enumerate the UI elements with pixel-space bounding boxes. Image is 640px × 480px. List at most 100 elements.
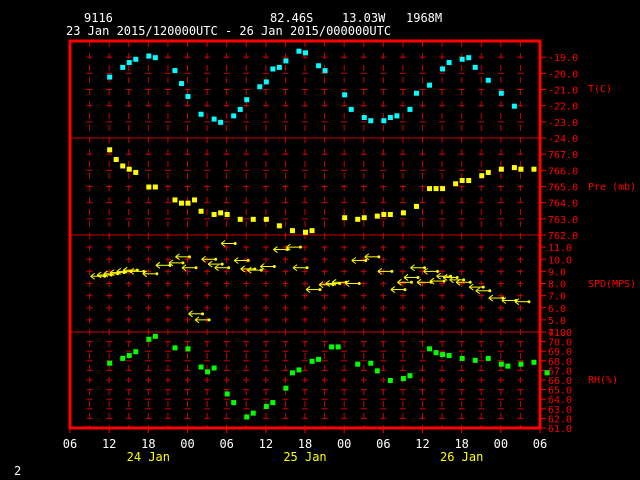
pressure-point (218, 210, 224, 216)
wind-barb-marker (475, 287, 492, 295)
humidity-ytick-label: 70.0 (548, 338, 572, 349)
page-number: 2 (14, 464, 22, 478)
humidity-point (296, 367, 302, 373)
pressure-point (374, 213, 380, 219)
x-tick-label: 12 (259, 437, 273, 451)
y-axis-ticks: -19.0 -20.0 -21.0 -22.0 -23.0 -24.0 T(C) 767.0 7… (540, 53, 636, 435)
wind-ytick-label: 10.0 (548, 255, 572, 266)
pressure-point (250, 216, 256, 222)
temperature-point (257, 84, 263, 90)
pressure-point (289, 228, 295, 234)
temperature-point (283, 58, 289, 64)
temperature-point (407, 106, 413, 112)
x-date-label: 24 Jan (127, 450, 170, 464)
temperature-point (263, 79, 269, 85)
temperature-point (498, 90, 504, 96)
humidity-ytick-label: 62.0 (548, 414, 572, 425)
humidity-point (146, 336, 152, 342)
wind-barb-marker (286, 243, 302, 251)
temperature-point (126, 60, 132, 66)
temperature-point (172, 68, 178, 74)
humidity-point (485, 355, 491, 361)
humidity-point (172, 345, 178, 351)
pressure-point (413, 203, 419, 209)
humidity-point (185, 346, 191, 352)
pressure-point (511, 165, 517, 171)
wind-barb-marker (188, 310, 205, 318)
pressure-ytick-label: 766.0 (548, 166, 578, 177)
x-tick-label: 06 (376, 437, 390, 451)
wind-barb-marker (247, 266, 263, 274)
humidity-point (335, 344, 341, 350)
x-tick-label: 18 (298, 437, 312, 451)
humidity-point (224, 391, 230, 397)
wind-series (90, 240, 531, 324)
wind-barb-marker (449, 276, 466, 284)
humidity-point (368, 360, 374, 366)
humidity-point (498, 361, 504, 367)
humidity-series (107, 333, 550, 420)
humidity-point (244, 414, 250, 420)
wind-barb-marker (220, 240, 237, 247)
pressure-point (172, 197, 178, 203)
wind-barb-marker (260, 263, 276, 270)
temperature-ytick-label: -22.0 (548, 102, 578, 113)
pressure-axis-label: Pre (mb) (588, 182, 636, 193)
x-date-label: 26 Jan (440, 450, 483, 464)
temperature-point (361, 114, 367, 120)
pressure-point (355, 216, 361, 222)
humidity-point (407, 373, 413, 379)
wind-barb-marker (207, 260, 224, 268)
humidity-ytick-label: 71.0 (548, 328, 572, 339)
temperature-point (466, 55, 472, 61)
wind-barb-marker (442, 274, 459, 281)
humidity-ytick-label: 68.0 (548, 357, 572, 368)
humidity-ytick-label: 61.0 (548, 424, 572, 435)
wind-barb-marker (194, 316, 211, 324)
x-tick-label: 06 (219, 437, 233, 451)
temperature-point (276, 64, 282, 70)
pressure-point (381, 211, 387, 217)
wind-barb-marker (181, 264, 198, 272)
humidity-point (309, 358, 315, 364)
pressure-ytick-label: 762.0 (548, 231, 578, 242)
humidity-ytick-label: 64.0 (548, 395, 572, 406)
humidity-point (400, 376, 406, 382)
temperature-point (198, 111, 204, 117)
x-tick-label: 00 (180, 437, 194, 451)
temperature-ytick-label: -21.0 (548, 86, 578, 97)
temperature-axis-label: T(C) (588, 84, 612, 95)
humidity-point (205, 369, 211, 375)
humidity-point (211, 365, 217, 371)
temperature-point (459, 56, 465, 62)
pressure-point (192, 197, 198, 203)
humidity-point (126, 353, 132, 359)
pressure-point (342, 215, 348, 221)
pressure-point (361, 215, 367, 221)
temperature-point (348, 106, 354, 112)
pressure-point (120, 163, 126, 169)
x-tick-label: 00 (337, 437, 351, 451)
humidity-point (263, 403, 269, 409)
pressure-point (387, 211, 393, 217)
wind-barb-marker (390, 286, 407, 293)
humidity-point (283, 385, 289, 391)
humidity-point (107, 360, 113, 366)
temperature-point (303, 50, 308, 56)
temperature-point (270, 66, 276, 72)
temperature-point (316, 63, 322, 69)
x-tick-label: 12 (102, 437, 116, 451)
temperature-point (413, 90, 419, 96)
pressure-point (498, 166, 504, 172)
temperature-point (511, 103, 517, 109)
wind-barb-marker (351, 257, 368, 264)
pressure-ytick-label: 763.0 (548, 215, 578, 226)
humidity-ytick-label: 63.0 (548, 405, 572, 416)
pressure-point (309, 228, 315, 234)
pressure-point (178, 200, 184, 206)
humidity-point (433, 350, 439, 356)
temperature-point (185, 93, 191, 99)
temperature-point (120, 64, 126, 70)
x-tick-label: 18 (454, 437, 468, 451)
humidity-ytick-label: 65.0 (548, 386, 572, 397)
